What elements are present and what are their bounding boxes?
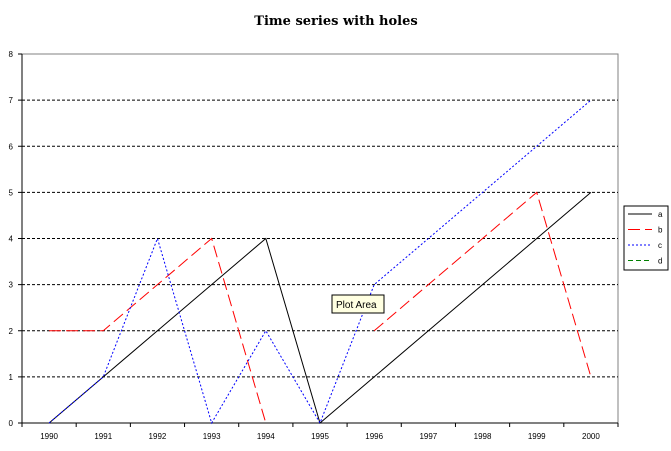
series-layer [48, 99, 592, 425]
legend-label-a: a [658, 210, 663, 219]
x-tick-label-1998: 1998 [474, 432, 492, 441]
x-tick-label-1996: 1996 [365, 432, 383, 441]
y-tick-label: 8 [9, 50, 14, 59]
x-tick-label-1991: 1991 [94, 432, 112, 441]
tooltip-box [331, 294, 385, 314]
series-b [49, 191, 592, 424]
series-b-line-segment-1 [373, 191, 592, 378]
x-tick-label-1992: 1992 [149, 432, 167, 441]
series-a [48, 191, 592, 424]
y-tick-label: 0 [9, 419, 14, 428]
chart-title: Time series with holes [254, 14, 417, 29]
legend-label-d: d [658, 257, 662, 266]
y-tick-label: 3 [9, 281, 14, 290]
x-tick-label-1993: 1993 [203, 432, 221, 441]
y-tick-label: 5 [9, 188, 14, 197]
series-b-line-segment-0 [49, 237, 267, 424]
series-c-line-segment-0 [48, 99, 592, 425]
x-tick-label-2000: 2000 [582, 432, 600, 441]
plot-area-tooltip: Plot Area [331, 294, 385, 314]
x-tick-label-1995: 1995 [311, 432, 329, 441]
y-tick-label: 2 [9, 327, 14, 336]
y-tick-label: 6 [9, 142, 14, 151]
series-c [48, 99, 592, 425]
x-tick-label-1994: 1994 [257, 432, 275, 441]
x-tick-label-1990: 1990 [40, 432, 58, 441]
y-tick-label: 7 [9, 96, 14, 105]
legend-label-c: c [658, 241, 662, 250]
x-axis: 1990 1991 1992 1993 1994 1995 1996 1997 1998 1999… [21, 422, 619, 441]
y-tick-label: 4 [9, 235, 14, 244]
tooltip-text: Plot Area [336, 300, 377, 311]
legend-label-b: b [658, 226, 663, 235]
series-a-line-segment-0 [48, 191, 592, 424]
gridlines [22, 99, 618, 378]
x-tick-label-1999: 1999 [528, 432, 546, 441]
legend-box [623, 205, 669, 271]
x-tick-label-1997: 1997 [419, 432, 437, 441]
y-tick-label: 1 [9, 373, 14, 382]
y-axis: 0 1 2 3 4 5 6 7 8 [9, 50, 23, 428]
